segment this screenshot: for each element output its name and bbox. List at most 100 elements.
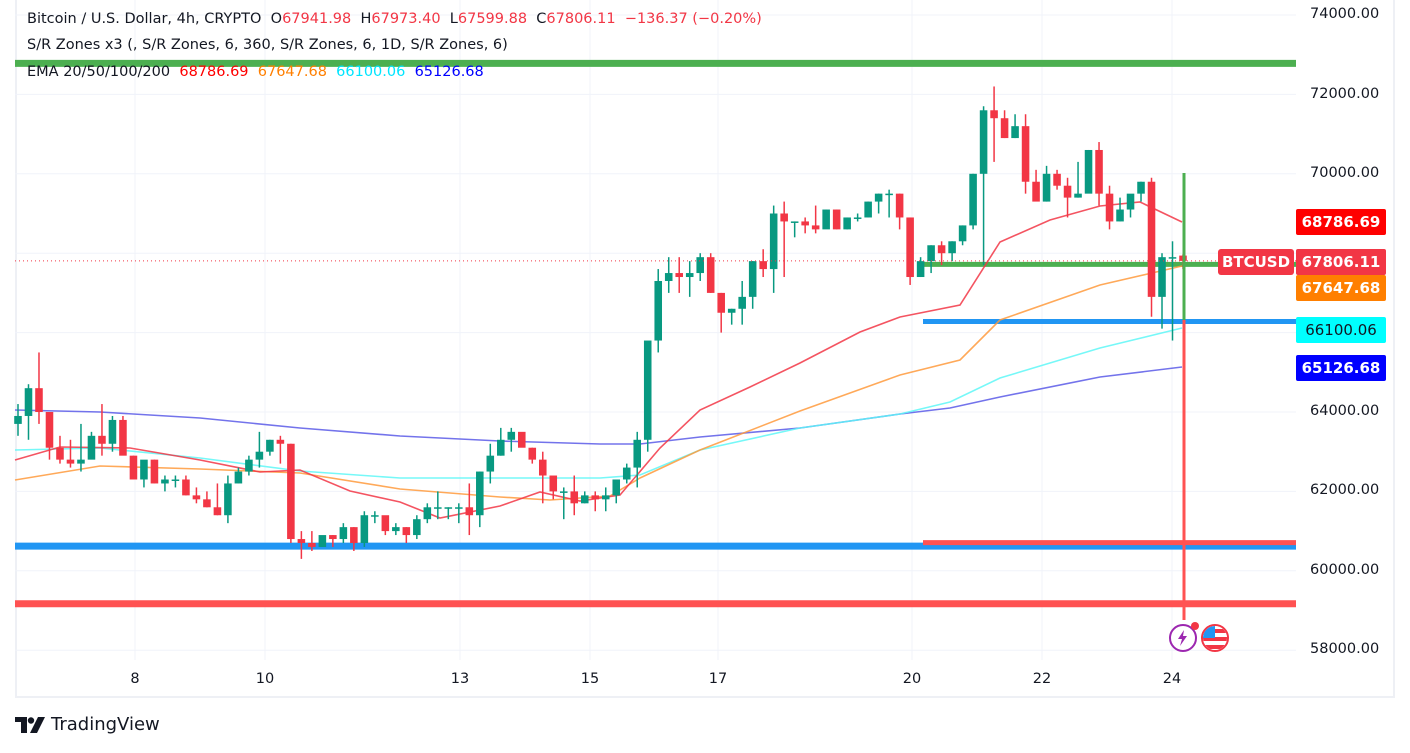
candle-body (948, 241, 956, 254)
candle-body (633, 439, 642, 468)
symbol-title: Bitcoin / U.S. Dollar, 4h, CRYPTO (27, 11, 262, 27)
candle-body (759, 261, 767, 270)
candle-body (832, 209, 841, 230)
candle-body (528, 447, 537, 460)
candle-body (1137, 181, 1145, 194)
candle-body (559, 491, 568, 493)
candle-body (843, 217, 851, 230)
tradingview-logo[interactable]: TradingView (15, 714, 160, 735)
candle-body (171, 479, 180, 481)
candle-body (402, 527, 411, 536)
candle-body (1074, 193, 1082, 198)
candle-body (255, 451, 264, 460)
candle-body (717, 292, 725, 313)
symbol-legend[interactable]: Bitcoin / U.S. Dollar, 4h, CRYPTO O67941… (27, 11, 762, 27)
ema20-value: 68786.69 (179, 64, 249, 80)
candle-body (780, 213, 788, 222)
candle-body (1053, 173, 1061, 186)
close-label: C (536, 11, 547, 27)
candle-body (937, 245, 946, 254)
candle-body (1147, 181, 1156, 297)
high-value: 67973.40 (371, 11, 441, 27)
candle-body (129, 455, 138, 480)
candle-body (1000, 118, 1009, 139)
candle-body (1021, 126, 1030, 182)
candle-body (916, 261, 925, 278)
price-chart[interactable] (0, 0, 1410, 700)
candle-body (108, 419, 117, 444)
sr-zones-legend[interactable]: S/R Zones x3 (, S/R Zones, 6, 360, S/R Z… (27, 37, 508, 53)
candle-body (224, 483, 232, 516)
change-value: −136.37 (−0.20%) (624, 11, 762, 27)
us-flag-event-icon[interactable] (1201, 624, 1229, 652)
candle-body (769, 213, 778, 270)
time-tick: 17 (708, 671, 728, 687)
candle-body (287, 443, 295, 540)
candle-body (1063, 185, 1072, 198)
candle-body (591, 495, 600, 500)
candle-body (696, 257, 704, 274)
candle-body (822, 209, 830, 230)
ema-label: EMA 20/50/100/200 (27, 64, 171, 80)
candle-body (35, 388, 43, 412)
tradingview-wordmark: TradingView (51, 714, 160, 735)
candle-body (1158, 257, 1166, 297)
candle-body (580, 495, 589, 504)
chart-frame[interactable] (15, 0, 1395, 698)
candle-body (213, 507, 222, 516)
candle-body (87, 435, 96, 460)
ema20-line (14, 201, 1183, 519)
price-tick: 58000.00 (1310, 641, 1380, 657)
ema100-value: 66100.06 (336, 64, 406, 80)
candle-body (140, 459, 148, 480)
candle-body (1032, 181, 1040, 202)
price-tick: 62000.00 (1310, 482, 1380, 498)
ema50-value: 67647.68 (257, 64, 327, 80)
time-tick: 15 (580, 671, 600, 687)
candle-body (150, 459, 159, 484)
candle-body (486, 455, 495, 472)
candle-body (654, 280, 663, 341)
candle-body (350, 527, 358, 544)
price-tick: 74000.00 (1310, 6, 1380, 22)
price-tick: 60000.00 (1310, 562, 1380, 578)
candle-body (192, 495, 201, 500)
candle-body (14, 415, 22, 424)
lightning-event-icon[interactable] (1169, 622, 1199, 652)
candle-body (664, 273, 673, 281)
time-tick: 13 (450, 671, 470, 687)
candle-body (1095, 149, 1103, 194)
candle-body (906, 217, 914, 278)
candle-body (969, 173, 977, 226)
candle-body (570, 491, 579, 504)
low-label: L (449, 11, 458, 27)
candle-body (1084, 149, 1093, 194)
candle-body (811, 225, 820, 230)
candle-body (864, 201, 872, 218)
candle-body (45, 412, 54, 448)
candle-body (392, 527, 400, 532)
candle-body (1168, 257, 1177, 259)
candle-body (643, 340, 652, 440)
ema100-price-label: 66100.06 (1296, 317, 1386, 343)
candle-body (1011, 126, 1019, 139)
symbol-tag: BTCUSD (1218, 249, 1294, 275)
candle-body (727, 308, 736, 313)
time-tick: 10 (255, 671, 275, 687)
candle-body (1042, 173, 1051, 202)
candle-body (66, 459, 75, 464)
candle-body (622, 467, 631, 480)
candle-body (518, 431, 526, 448)
ema-legend[interactable]: EMA 20/50/100/200 68786.69 67647.68 6610… (27, 64, 484, 80)
candle-body (381, 515, 390, 532)
low-value: 67599.88 (457, 11, 528, 27)
candle-body (706, 257, 715, 293)
ema200-line (14, 366, 1183, 445)
ema50-price-label: 67647.68 (1296, 275, 1386, 301)
candle-body (413, 519, 421, 536)
candle-body (979, 110, 988, 174)
candle-body (801, 221, 809, 226)
candle-body (601, 495, 610, 500)
candle-body (318, 535, 327, 547)
candle-body (958, 225, 967, 242)
